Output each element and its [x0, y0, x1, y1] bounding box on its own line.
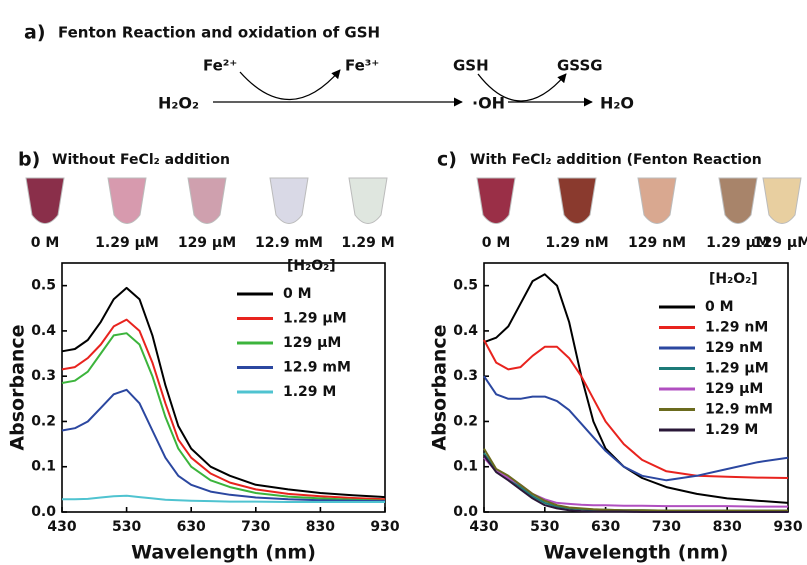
chart-title: With FeCl₂ addition (Fenton Reaction: [470, 152, 762, 168]
legend-title: [H₂O₂]: [287, 258, 336, 274]
y-tick-label: 0.3: [31, 368, 56, 384]
tube: [762, 177, 802, 224]
legend-label: 1.29 μM: [283, 311, 347, 327]
catalyst-out: Fe³⁺: [345, 57, 379, 75]
tube: [637, 177, 677, 224]
legend-title: [H₂O₂]: [709, 271, 758, 287]
reactant: H₂O₂: [158, 94, 199, 113]
x-tick-label: 430: [47, 519, 76, 535]
y-tick-label: 0.4: [453, 323, 478, 339]
tube: [269, 177, 309, 224]
sample-label: 1.29 μM: [706, 235, 770, 251]
sample-label: 1.29 μM: [95, 235, 159, 251]
curve: [62, 494, 385, 503]
y-tick-label: 0.5: [31, 278, 56, 294]
scheme: a) Fenton Reaction and oxidation of GSH …: [24, 22, 634, 113]
legend-label: 1.29 M: [705, 422, 758, 438]
chart: c) With FeCl₂ addition (Fenton Reaction 0 …: [429, 149, 807, 564]
y-tick-label: 0.2: [31, 413, 56, 429]
x-tick-label: 430: [469, 519, 498, 535]
legend-label: 12.9 mM: [283, 360, 351, 376]
product: H₂O: [600, 94, 634, 113]
curve: [61, 388, 386, 503]
legend-label: 129 μM: [283, 335, 341, 351]
y-tick-label: 0.1: [453, 459, 478, 475]
reagent-out: GSSG: [557, 57, 603, 75]
curve: [483, 273, 789, 504]
tube: [187, 177, 227, 224]
x-tick-label: 830: [713, 519, 742, 535]
legend-label: 129 nM: [705, 340, 763, 356]
tube: [718, 177, 758, 224]
intermediate: ·OH: [472, 94, 505, 113]
x-tick-label: 930: [370, 519, 399, 535]
tube: [557, 177, 597, 224]
tube: [476, 177, 516, 224]
sample-label: 129 μM: [753, 235, 807, 251]
scheme-title: Fenton Reaction and oxidation of GSH: [58, 24, 380, 42]
legend-label: 0 M: [283, 286, 312, 302]
curve: [483, 339, 789, 479]
y-axis-title: Absorbance: [7, 324, 29, 450]
sample-label: 129 nM: [628, 235, 686, 251]
y-axis-title: Absorbance: [429, 324, 451, 450]
legend-label: 0 M: [705, 299, 734, 315]
panel-label: c): [437, 149, 457, 171]
sample-label: 0 M: [482, 235, 511, 251]
y-tick-label: 0.3: [453, 368, 478, 384]
x-tick-label: 930: [773, 519, 802, 535]
x-tick-label: 530: [530, 519, 559, 535]
y-tick-label: 0.2: [453, 413, 478, 429]
curve: [483, 375, 789, 482]
x-tick-label: 730: [652, 519, 681, 535]
chart: b) Without FeCl₂ addition 0 M 1.29 μM 129 μM…: [7, 149, 400, 564]
sample-label: 1.29 nM: [545, 235, 608, 251]
plot-frame: [61, 262, 386, 513]
x-tick-label: 630: [177, 519, 206, 535]
curve: [483, 454, 788, 513]
curve: [61, 318, 386, 501]
y-tick-label: 0.0: [31, 504, 56, 520]
curve: [61, 286, 386, 499]
sample-label: 1.29 M: [341, 235, 394, 251]
sample-label: 129 μM: [178, 235, 236, 251]
tube: [348, 177, 388, 224]
panel-label: b): [18, 149, 40, 171]
legend-label: 1.29 nM: [705, 320, 768, 336]
arc-arrow: [239, 69, 341, 101]
x-axis-title: Wavelength (nm): [544, 542, 729, 564]
reagent-in: GSH: [453, 57, 489, 75]
x-tick-label: 530: [112, 519, 141, 535]
curve: [483, 448, 788, 512]
x-tick-label: 730: [241, 519, 270, 535]
y-tick-label: 0.0: [453, 504, 478, 520]
arc-arrow: [477, 73, 567, 102]
sample-label: 12.9 mM: [255, 235, 323, 251]
curve: [61, 332, 386, 502]
catalyst-in: Fe²⁺: [203, 57, 237, 75]
y-tick-label: 0.5: [453, 278, 478, 294]
sample-label: 0 M: [31, 235, 60, 251]
x-axis-title: Wavelength (nm): [131, 542, 316, 564]
curve: [483, 452, 788, 512]
tube: [25, 177, 65, 224]
legend-label: 1.29 μM: [705, 361, 769, 377]
y-tick-label: 0.4: [31, 323, 56, 339]
legend-label: 1.29 M: [283, 384, 336, 400]
legend-label: 129 μM: [705, 381, 763, 397]
panel-label: a): [24, 22, 46, 44]
chart-title: Without FeCl₂ addition: [52, 152, 230, 168]
legend-label: 12.9 mM: [705, 402, 773, 418]
y-tick-label: 0.1: [31, 459, 56, 475]
tube: [107, 177, 147, 224]
x-tick-label: 830: [306, 519, 335, 535]
x-tick-label: 630: [591, 519, 620, 535]
